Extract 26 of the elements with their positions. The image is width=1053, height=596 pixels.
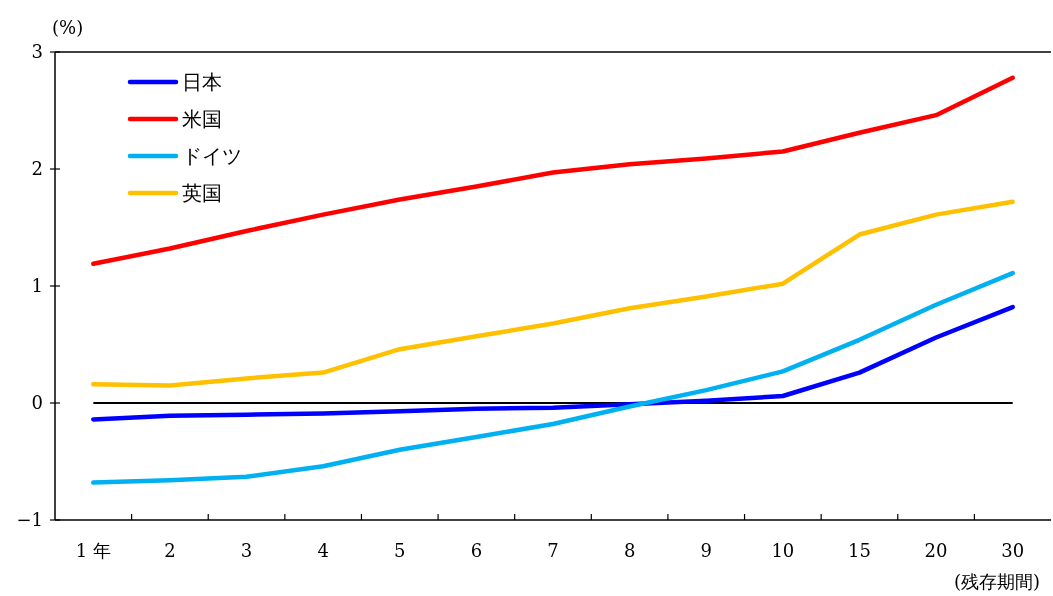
legend-label: 英国 (182, 181, 222, 205)
y-tick-label: 1 (31, 275, 43, 296)
x-tick-label: 2 (164, 540, 176, 561)
x-tick-label: 15 (848, 540, 871, 561)
y-tick-label: −1 (16, 509, 43, 530)
x-tick-label: 4 (317, 540, 329, 561)
x-tick-label: 3 (240, 540, 253, 561)
x-tick-label: 7 (547, 540, 559, 561)
y-axis-title: (%) (52, 17, 84, 38)
x-tick-label: 5 (394, 540, 406, 561)
x-tick-label: 8 (623, 540, 636, 561)
legend-label: 米国 (182, 107, 222, 131)
line-series (91, 270, 1015, 485)
x-tick-label: 10 (771, 540, 795, 561)
x-tick-label: 9 (700, 540, 712, 561)
y-tick-label: 0 (31, 392, 43, 413)
x-tick-label: 20 (924, 540, 948, 561)
x-axis-title: (残存期間) (953, 571, 1040, 592)
x-tick-label: 30 (1001, 540, 1025, 561)
legend-label: ドイツ (182, 144, 242, 168)
y-tick-label: 2 (31, 158, 43, 179)
line-series (91, 304, 1015, 422)
y-tick-label: 3 (31, 41, 43, 62)
x-tick-label: 1 年 (75, 540, 111, 561)
x-tick-label: 6 (470, 540, 483, 561)
legend-label: 日本 (182, 70, 222, 94)
